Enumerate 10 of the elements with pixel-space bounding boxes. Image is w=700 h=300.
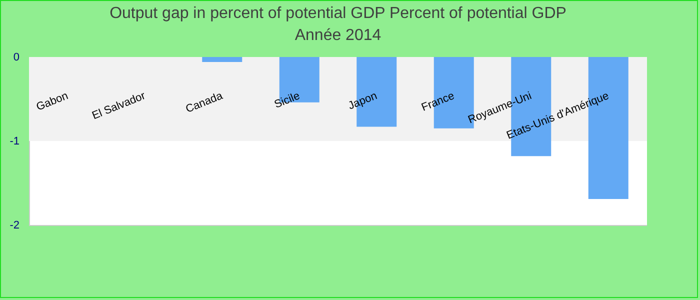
x-tick-label: Sicile: [272, 90, 302, 111]
x-tick-label: Gabon: [34, 90, 70, 114]
x-tick-label: Canada: [184, 90, 226, 116]
x-tick-label: France: [420, 90, 456, 114]
y-tick-label: -1: [10, 136, 20, 148]
y-tick-label: -2: [10, 220, 20, 232]
y-tick-label: 0: [13, 52, 20, 64]
chart-title: Output gap in percent of potential GDP Percent of potential GDP: [110, 5, 566, 22]
x-tick-label: Japon: [346, 90, 379, 112]
chart-subtitle: Année 2014: [294, 27, 382, 44]
